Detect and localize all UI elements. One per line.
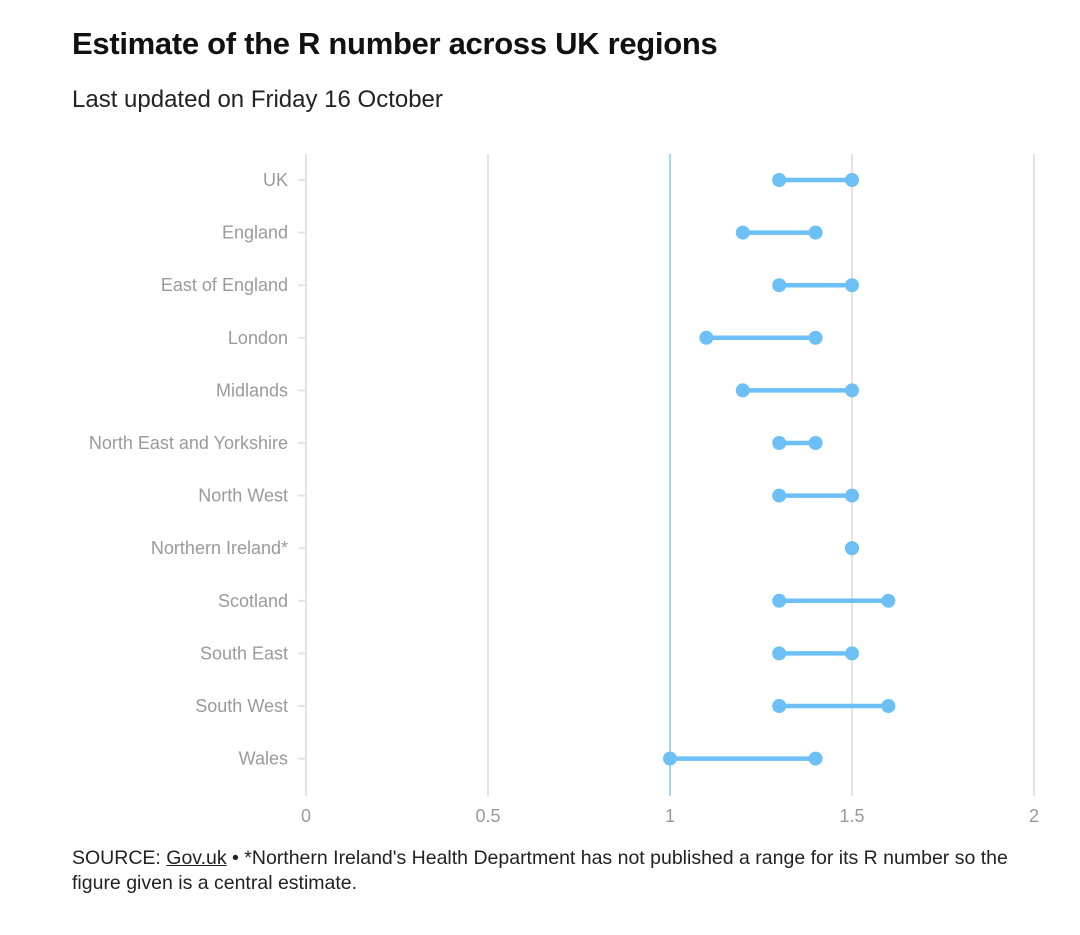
upper-estimate-point [808, 225, 823, 240]
y-category-label: North West [198, 486, 288, 506]
footnote: • *Northern Ireland's Health Department … [72, 847, 1008, 894]
upper-estimate-point [845, 173, 859, 187]
y-category-label: Midlands [216, 380, 288, 400]
y-category-label: East of England [161, 275, 288, 295]
y-axis-labels: UK England East of England London Midlands No… [89, 170, 288, 769]
chart-subtitle: Last updated on Friday 16 October [72, 86, 443, 113]
source-label: SOURCE: [72, 847, 161, 869]
lower-estimate-point [735, 383, 750, 398]
lower-estimate-point [772, 436, 787, 450]
x-tick-label: 1 [665, 806, 675, 826]
x-tick-label: 0 [301, 806, 311, 826]
lower-estimate-point [772, 646, 787, 661]
lower-estimate-point [772, 488, 787, 503]
upper-estimate-point [845, 278, 859, 293]
y-category-label: London [228, 328, 288, 348]
upper-estimate-point [881, 593, 896, 608]
lower-estimate-point [772, 593, 787, 608]
y-category-label: South West [195, 696, 288, 716]
y-category-label: Northern Ireland* [151, 538, 288, 558]
upper-estimate-point [808, 436, 823, 450]
y-category-label: South East [200, 643, 288, 663]
chart-title: Estimate of the R number across UK regio… [72, 26, 718, 61]
upper-estimate-point [808, 751, 823, 766]
x-tick-label: 1.5 [839, 806, 864, 826]
source-link[interactable]: Gov.uk [166, 847, 227, 869]
upper-estimate-point [845, 541, 859, 556]
upper-estimate-point [808, 330, 823, 345]
x-axis-labels: 0 0.5 1 1.5 2 [301, 806, 1039, 826]
y-axis-ticks [298, 179, 306, 760]
x-tick-label: 2 [1029, 806, 1039, 826]
upper-estimate-point [845, 383, 859, 398]
dumbbell-chart: UK England East of England London Midlands No… [89, 154, 1039, 826]
lower-estimate-point [699, 330, 714, 345]
lower-estimate-point [772, 699, 787, 713]
data-marks [663, 173, 896, 766]
y-category-label: UK [263, 170, 288, 190]
y-category-label: North East and Yorkshire [89, 433, 288, 453]
lower-estimate-point [735, 225, 750, 240]
x-tick-label: 0.5 [475, 806, 500, 826]
upper-estimate-point [881, 699, 896, 713]
gridlines [305, 154, 1035, 796]
y-category-label: Scotland [218, 591, 288, 611]
lower-estimate-point [663, 751, 677, 766]
upper-estimate-point [845, 488, 859, 503]
lower-estimate-point [772, 173, 787, 187]
lower-estimate-point [772, 278, 787, 293]
y-category-label: Wales [239, 749, 288, 769]
upper-estimate-point [845, 646, 859, 661]
y-category-label: England [222, 223, 288, 243]
chart-footer: SOURCE: Gov.uk • *Northern Ireland's Hea… [72, 846, 1012, 896]
